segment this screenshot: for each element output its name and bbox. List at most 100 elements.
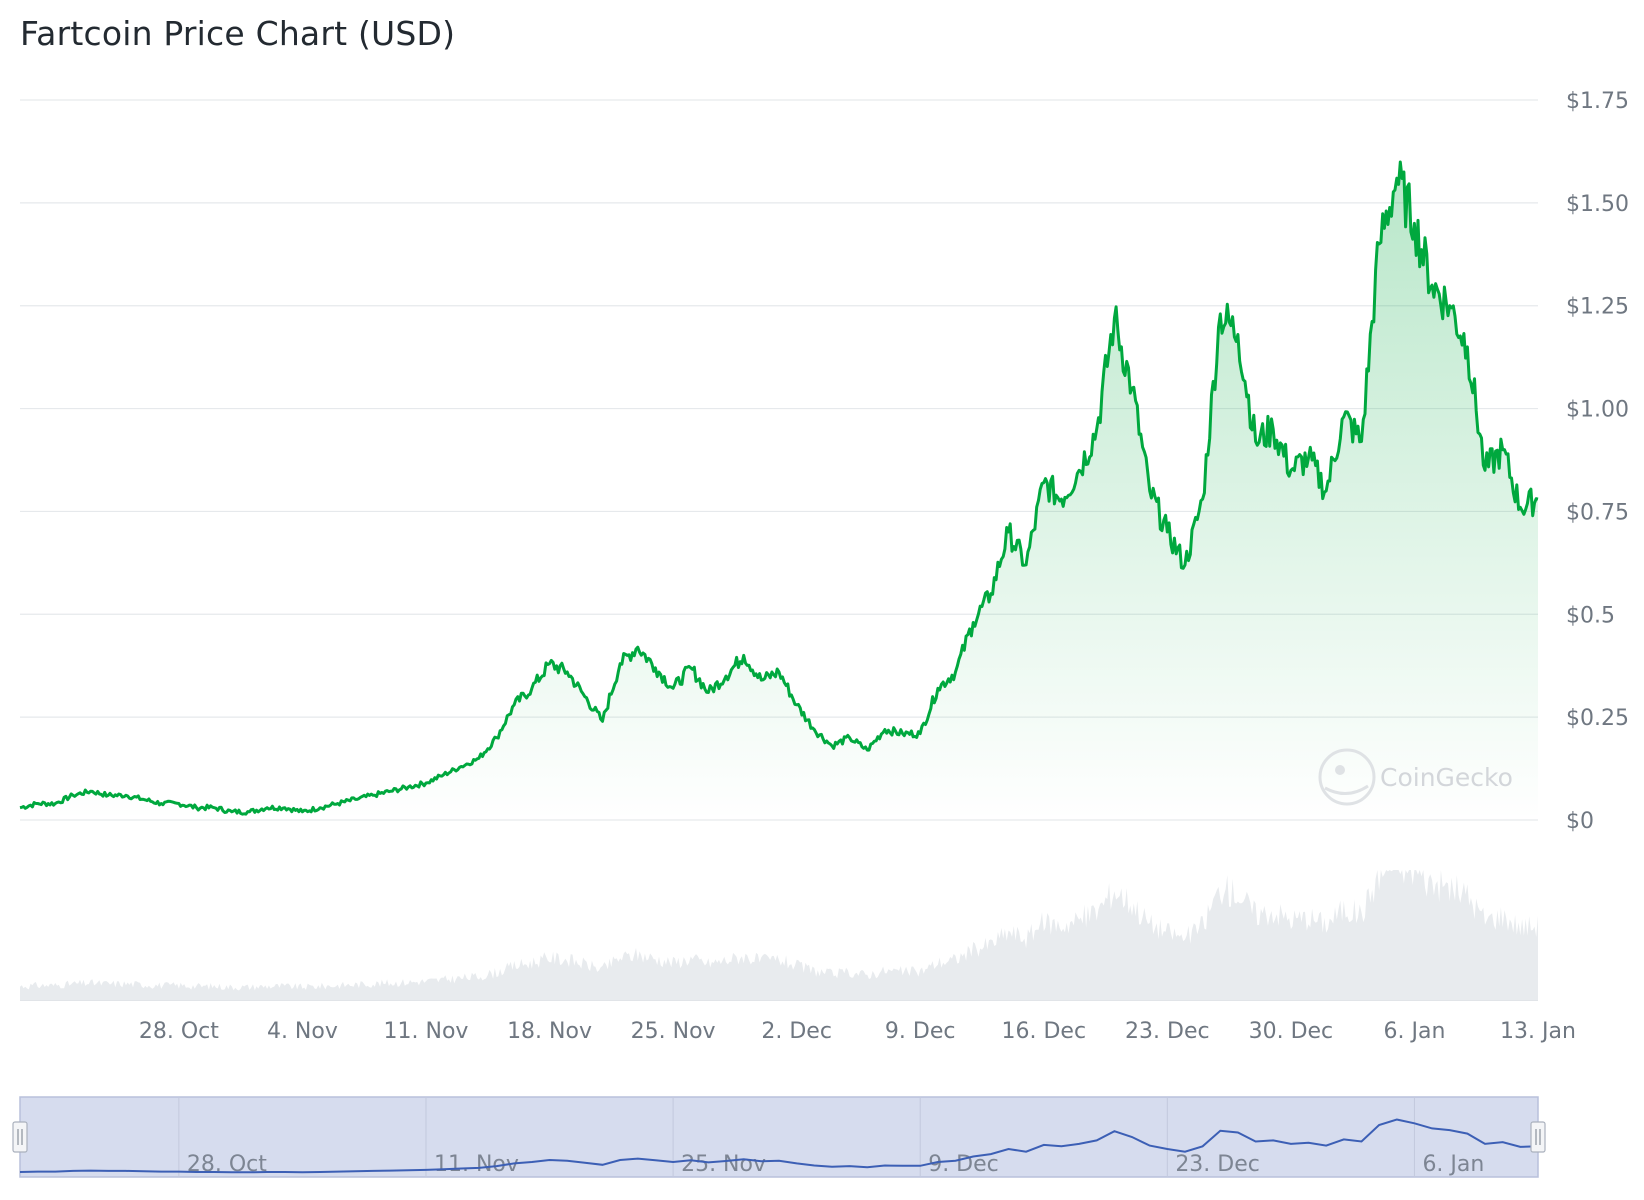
- navigator-right-handle[interactable]: [1530, 1121, 1546, 1153]
- price-point[interactable]: [652, 665, 658, 671]
- price-point[interactable]: [794, 702, 800, 708]
- price-point[interactable]: [1535, 496, 1541, 502]
- price-point[interactable]: [423, 780, 429, 786]
- price-point[interactable]: [123, 792, 129, 798]
- price-point[interactable]: [494, 735, 500, 741]
- price-point[interactable]: [829, 743, 835, 749]
- price-point[interactable]: [758, 677, 764, 683]
- price-point[interactable]: [441, 772, 447, 778]
- price-point[interactable]: [1164, 529, 1170, 535]
- price-point[interactable]: [1341, 414, 1347, 420]
- price-point[interactable]: [811, 726, 817, 732]
- price-point[interactable]: [335, 801, 341, 807]
- price-point[interactable]: [405, 784, 411, 790]
- price-point[interactable]: [317, 805, 323, 811]
- price-point[interactable]: [723, 673, 729, 679]
- price-point[interactable]: [211, 805, 217, 811]
- price-point[interactable]: [864, 747, 870, 753]
- price-point[interactable]: [299, 809, 305, 815]
- price-point[interactable]: [1447, 303, 1453, 309]
- navigator-line: [19, 1118, 1539, 1174]
- price-point[interactable]: [970, 620, 976, 626]
- price-point[interactable]: [35, 801, 41, 807]
- price-point[interactable]: [1217, 311, 1223, 317]
- price-point[interactable]: [1235, 332, 1241, 338]
- price-point[interactable]: [635, 644, 641, 650]
- price-point[interactable]: [1411, 220, 1417, 226]
- price-point[interactable]: [370, 792, 376, 798]
- price-point[interactable]: [511, 702, 517, 708]
- price-point[interactable]: [617, 661, 623, 667]
- price-point[interactable]: [1094, 426, 1100, 432]
- price-line[interactable]: [17, 160, 1541, 816]
- price-point[interactable]: [52, 801, 58, 807]
- price-point[interactable]: [917, 731, 923, 737]
- y-tick-label: $1.75: [1566, 89, 1629, 114]
- price-point[interactable]: [1376, 241, 1382, 247]
- price-point[interactable]: [105, 792, 111, 798]
- price-point[interactable]: [599, 718, 605, 724]
- price-point[interactable]: [158, 801, 164, 807]
- y-tick-label: $0.5: [1566, 603, 1615, 628]
- price-point[interactable]: [1306, 455, 1312, 461]
- price-point[interactable]: [882, 726, 888, 732]
- price-point[interactable]: [476, 755, 482, 761]
- navigator[interactable]: 28. Oct 11. Nov 25. Nov 9. Dec 23. Dec 6. Jan: [12, 1096, 1546, 1178]
- price-point[interactable]: [1076, 467, 1082, 473]
- price-point[interactable]: [1200, 496, 1206, 502]
- y-tick-label: $1.00: [1566, 398, 1629, 423]
- price-point[interactable]: [547, 661, 553, 667]
- price-point[interactable]: [229, 809, 235, 815]
- price-point[interactable]: [1058, 496, 1064, 502]
- price-point[interactable]: [176, 801, 182, 807]
- price-point[interactable]: [564, 669, 570, 675]
- price-point[interactable]: [388, 788, 394, 794]
- price-point[interactable]: [529, 685, 535, 691]
- price-point[interactable]: [847, 735, 853, 741]
- price-point[interactable]: [1005, 529, 1011, 535]
- price-point[interactable]: [1182, 562, 1188, 568]
- price-point[interactable]: [582, 694, 588, 700]
- price-point[interactable]: [246, 809, 252, 815]
- price-point[interactable]: [1023, 562, 1029, 568]
- price-point[interactable]: [1129, 385, 1135, 391]
- price-point[interactable]: [1270, 426, 1276, 432]
- price-point[interactable]: [1041, 480, 1047, 486]
- price-point[interactable]: [953, 669, 959, 675]
- navigator-tick-label: 23. Dec: [1175, 1152, 1260, 1177]
- price-point[interactable]: [458, 764, 464, 770]
- price-point[interactable]: [1147, 488, 1153, 494]
- price-point[interactable]: [670, 685, 676, 691]
- price-point[interactable]: [1253, 438, 1259, 444]
- price-line-path[interactable]: [19, 160, 1539, 816]
- price-point[interactable]: [688, 665, 694, 671]
- price-point[interactable]: [1429, 282, 1435, 288]
- price-point[interactable]: [1464, 344, 1470, 350]
- price-point[interactable]: [1288, 467, 1294, 473]
- price-point[interactable]: [1482, 467, 1488, 473]
- price-point[interactable]: [352, 796, 358, 802]
- price-point[interactable]: [741, 652, 747, 658]
- price-point[interactable]: [1500, 447, 1506, 453]
- price-point[interactable]: [705, 689, 711, 695]
- x-tick-label: 25. Nov: [631, 1019, 716, 1044]
- price-point[interactable]: [1394, 175, 1400, 181]
- price-point[interactable]: [282, 805, 288, 811]
- price-point[interactable]: [900, 731, 906, 737]
- price-point[interactable]: [141, 796, 147, 802]
- price-point[interactable]: [1323, 488, 1329, 494]
- price-point[interactable]: [1358, 438, 1364, 444]
- price-point[interactable]: [988, 591, 994, 597]
- price-point[interactable]: [70, 792, 76, 798]
- navigator-left-handle[interactable]: [12, 1121, 28, 1153]
- price-point[interactable]: [1111, 315, 1117, 321]
- price-point[interactable]: [194, 805, 200, 811]
- price-point[interactable]: [17, 805, 23, 811]
- price-point[interactable]: [264, 805, 270, 811]
- price-point[interactable]: [935, 685, 941, 691]
- price-point[interactable]: [776, 669, 782, 675]
- navigator-selection[interactable]: [19, 1096, 1539, 1178]
- price-point[interactable]: [88, 788, 94, 794]
- price-point[interactable]: [1517, 504, 1523, 510]
